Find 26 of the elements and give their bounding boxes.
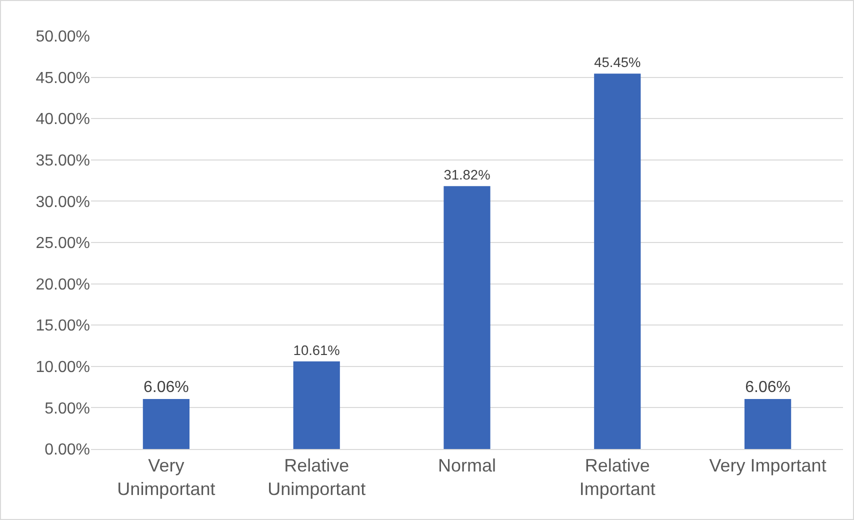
x-tick-label: Relative Important xyxy=(579,456,656,499)
bar xyxy=(744,398,792,449)
y-tick-label: 15.00% xyxy=(36,318,90,335)
x-tick-label: Very Unimportant xyxy=(117,456,216,499)
bar xyxy=(444,186,490,449)
y-tick-label: 30.00% xyxy=(36,194,90,211)
y-tick-label: 10.00% xyxy=(36,359,90,376)
y-tick-label: 35.00% xyxy=(36,152,90,170)
x-tick-label: Very Important xyxy=(709,456,826,476)
data-label: 6.06% xyxy=(745,378,790,396)
bar xyxy=(293,361,340,449)
data-label: 31.82% xyxy=(444,168,490,183)
bar xyxy=(142,398,190,449)
x-tick-label: Normal xyxy=(438,456,496,476)
y-tick-label: 40.00% xyxy=(36,111,90,128)
y-tick-label: 25.00% xyxy=(36,235,90,252)
y-tick-label: 50.00% xyxy=(36,28,90,46)
data-label: 45.45% xyxy=(594,55,641,70)
y-tick-label: 5.00% xyxy=(44,400,90,418)
x-tick-label: Relative Unimportant xyxy=(268,456,366,499)
y-tick-label: 45.00% xyxy=(36,70,90,87)
data-label: 10.61% xyxy=(293,342,340,358)
y-tick-label: 20.00% xyxy=(36,276,90,294)
bar xyxy=(594,74,641,449)
data-label: 6.06% xyxy=(144,378,189,396)
y-tick-label: 0.00% xyxy=(44,442,90,459)
